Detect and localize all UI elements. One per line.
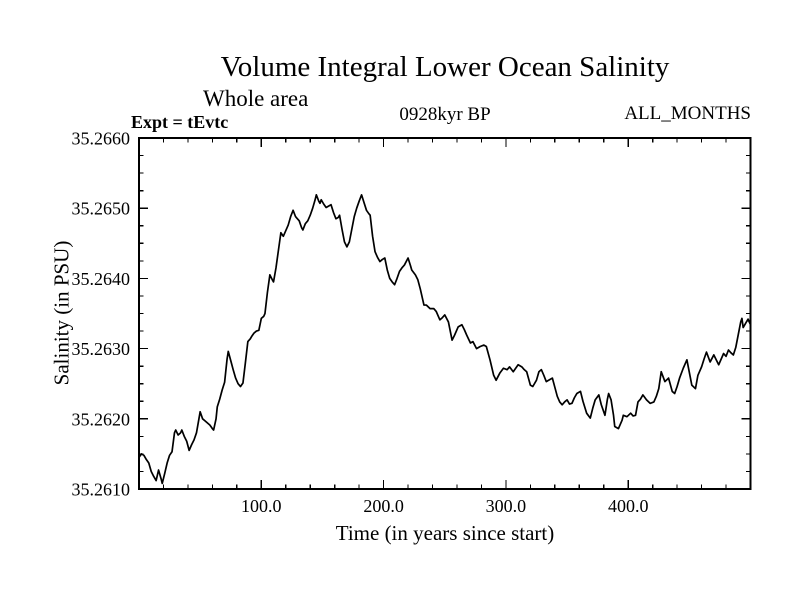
salinity-line	[138, 194, 752, 485]
y-tick-label: 35.2620	[72, 409, 131, 429]
y-tick-label: 35.2640	[72, 269, 131, 289]
y-axis-title: Salinity (in PSU)	[49, 240, 74, 386]
experiment-label: Expt = tEvtc	[131, 112, 229, 132]
chart-title: Volume Integral Lower Ocean Salinity	[220, 51, 670, 83]
y-tick-label: 35.2650	[72, 199, 131, 219]
y-tick-label: 35.2610	[72, 480, 131, 500]
x-tick-label: 200.0	[363, 496, 404, 516]
chart-subtitle: Whole area	[203, 86, 309, 111]
x-tick-label: 300.0	[486, 496, 527, 516]
axis-box	[138, 137, 752, 490]
y-tick-label: 35.2630	[72, 339, 131, 359]
time-bp-label: 0928kyr BP	[399, 104, 491, 125]
x-tick-label: 400.0	[608, 496, 649, 516]
x-axis-title: Time (in years since start)	[335, 521, 555, 545]
y-tick-label: 35.2660	[72, 129, 131, 149]
x-tick-label: 100.0	[241, 496, 282, 516]
months-label: ALL_MONTHS	[624, 103, 751, 124]
